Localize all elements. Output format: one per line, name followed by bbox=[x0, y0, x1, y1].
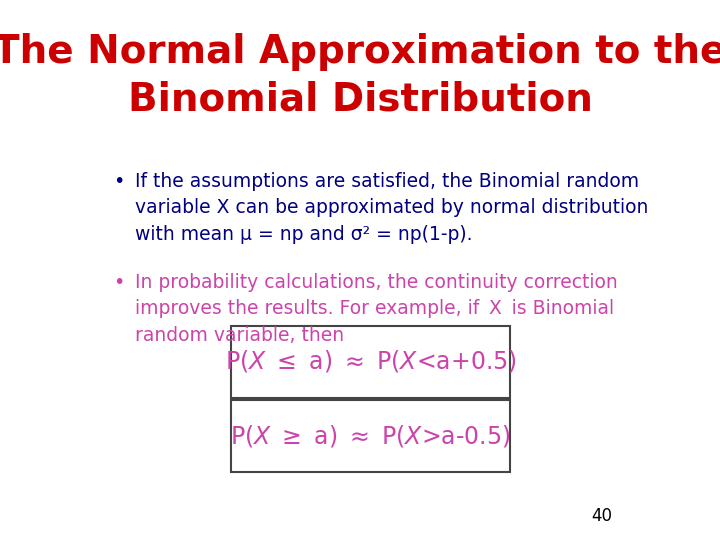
Text: P($\mathit{X}$ $\leq$ a) $\approx$ P($\mathit{X}$<a+0.5): P($\mathit{X}$ $\leq$ a) $\approx$ P($\m… bbox=[225, 348, 517, 374]
Text: In probability calculations, the continuity correction
improves the results. For: In probability calculations, the continu… bbox=[135, 273, 618, 345]
Text: Binomial Distribution: Binomial Distribution bbox=[127, 81, 593, 119]
FancyBboxPatch shape bbox=[231, 400, 510, 472]
FancyBboxPatch shape bbox=[231, 326, 510, 397]
Text: 40: 40 bbox=[591, 507, 612, 525]
Text: If the assumptions are satisfied, the Binomial random
variable X can be approxim: If the assumptions are satisfied, the Bi… bbox=[135, 172, 648, 244]
Text: •: • bbox=[113, 172, 125, 191]
Text: P($\mathit{X}$ $\geq$ a) $\approx$ P($\mathit{X}$>a-0.5): P($\mathit{X}$ $\geq$ a) $\approx$ P($\m… bbox=[230, 423, 511, 449]
Text: The Normal Approximation to the: The Normal Approximation to the bbox=[0, 33, 720, 71]
Text: •: • bbox=[113, 273, 125, 292]
